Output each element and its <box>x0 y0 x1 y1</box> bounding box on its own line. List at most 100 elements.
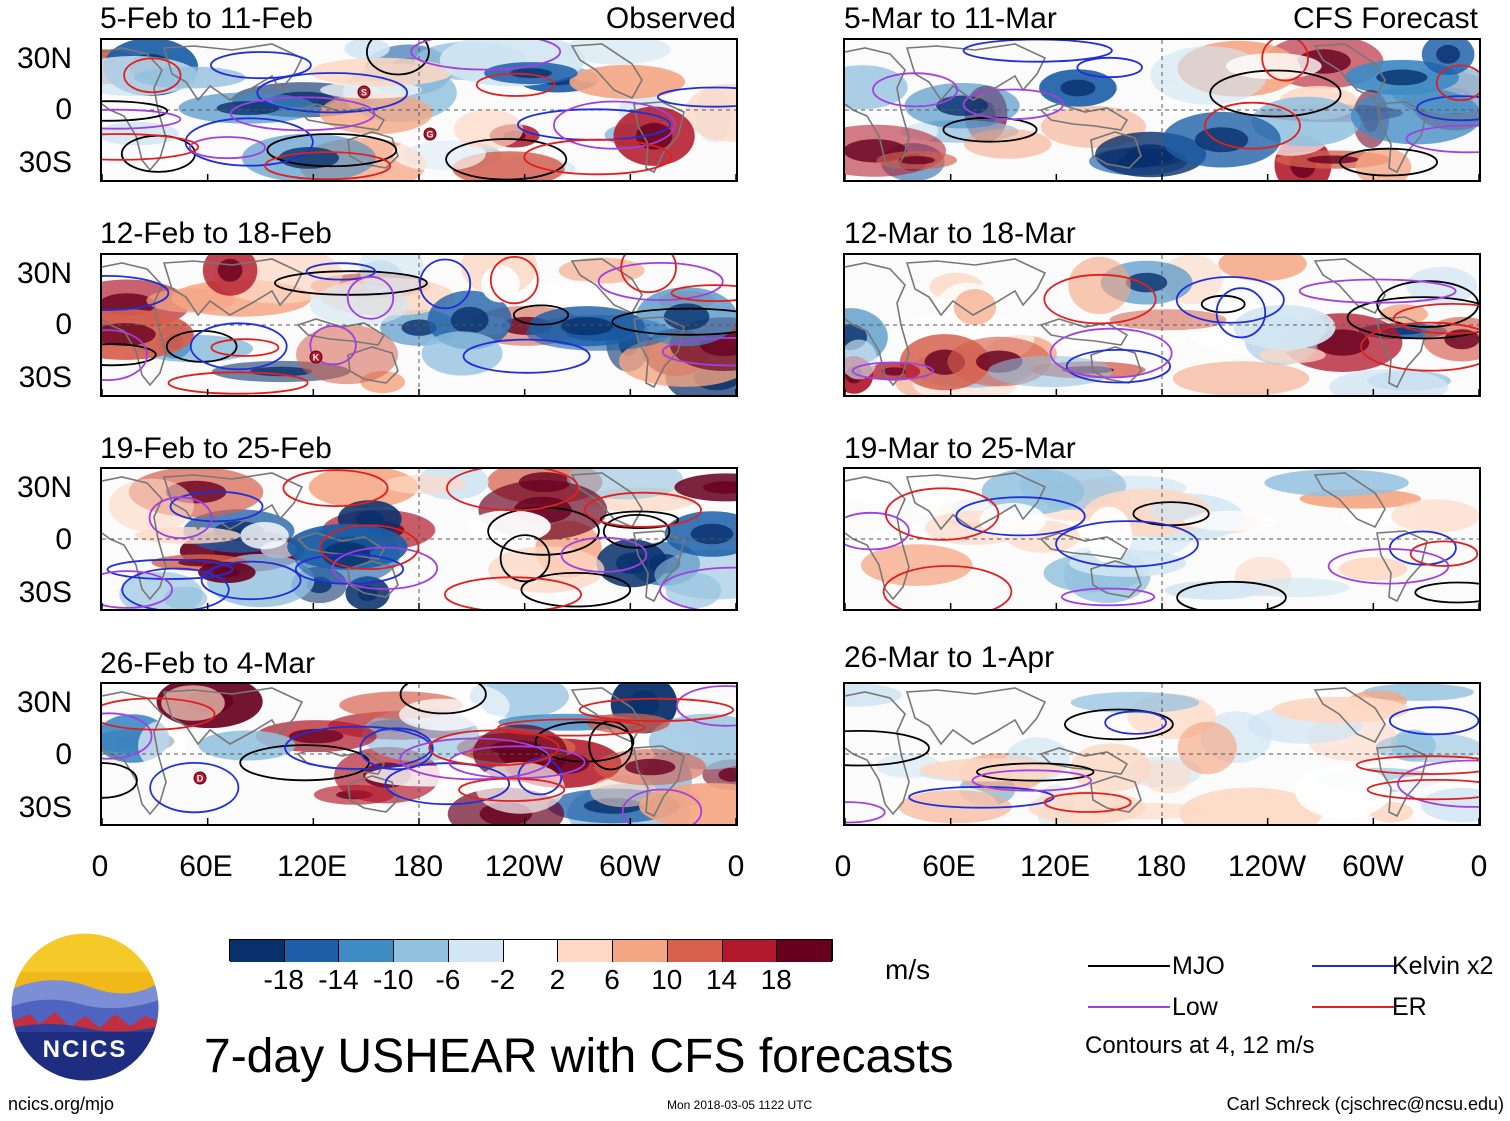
shear-anomaly-shading <box>1240 577 1350 598</box>
er-contour <box>882 565 1013 609</box>
low-contour <box>229 96 376 132</box>
coastline <box>1039 318 1129 346</box>
coastline <box>347 775 399 813</box>
storm-marker: G <box>423 127 437 141</box>
colorbar-swatch <box>777 940 832 962</box>
lon-label: 0 <box>1470 850 1488 883</box>
shear-anomaly-shading <box>964 129 1052 159</box>
map-canvas <box>845 255 1479 395</box>
colorbar-swatch <box>339 940 395 962</box>
footer-url[interactable]: ncics.org/mjo <box>8 1094 115 1114</box>
shear-anomaly-shading <box>1172 361 1310 395</box>
low-contour <box>1397 759 1479 808</box>
er-contour <box>1261 40 1309 82</box>
panel-title-right-4: 26-Mar to 1-Apr <box>844 641 1055 674</box>
storm-marker: D <box>193 771 207 785</box>
shear-anomaly-core <box>289 728 344 744</box>
storm-marker: S <box>357 85 371 99</box>
colorbar-tick-label: -18 <box>263 964 304 995</box>
main-title: 7-day USHEAR with CFS forecasts <box>204 1030 954 1083</box>
shear-anomaly-shading <box>685 83 736 142</box>
logo-text: NCICS <box>42 1036 128 1063</box>
coastline <box>905 258 1047 317</box>
map-panel-right-1 <box>843 38 1481 182</box>
low-contour <box>621 788 703 824</box>
er-contour <box>1366 779 1479 801</box>
shear-anomaly-shading <box>163 586 208 609</box>
panel-title-right-3: 19-Mar to 25-Mar <box>844 432 1076 465</box>
kelvin-contour <box>1416 95 1479 122</box>
contours-note: Contours at 4, 12 m/s <box>1085 1032 1315 1059</box>
low-contour <box>189 136 266 160</box>
legend-er-label: ER <box>1392 993 1427 1021</box>
legend-er-swatch <box>1312 1006 1394 1008</box>
storm-marker-letter: K <box>313 353 320 363</box>
low-contour <box>962 88 1064 121</box>
shear-anomaly-shading <box>1379 304 1428 325</box>
colorbar-tick-label: -6 <box>435 964 461 995</box>
er-contour <box>1392 303 1479 335</box>
shear-anomaly-shading <box>981 469 1085 515</box>
shear-anomaly-shading <box>1218 255 1307 281</box>
shear-anomaly-shading <box>308 469 418 508</box>
shear-anomaly-shading <box>1264 469 1409 497</box>
mjo-contour <box>1063 708 1174 741</box>
low-contour <box>1298 278 1457 304</box>
panel-title-right-2: 12-Mar to 18-Mar <box>844 217 1076 250</box>
shear-anomaly-shading <box>1272 696 1410 723</box>
colorbar-tick-label: 14 <box>705 964 738 995</box>
coastline <box>905 43 1047 102</box>
low-contour <box>346 275 395 320</box>
kelvin-contour <box>1388 706 1479 736</box>
mjo-contour <box>975 762 1095 782</box>
legend-kelvin-label: Kelvin x2 <box>1392 952 1494 980</box>
er-contour <box>1355 755 1479 775</box>
mjo-contour <box>1346 296 1479 340</box>
lat-label-30s: 30S <box>18 361 72 394</box>
mjo-contour <box>273 270 428 296</box>
shear-anomaly-shading <box>1143 759 1191 794</box>
shear-anomaly-shading <box>1258 346 1326 364</box>
mjo-contour <box>1176 580 1287 609</box>
er-contour <box>523 138 673 176</box>
map-canvas: D <box>102 684 736 824</box>
mjo-contour <box>499 534 551 583</box>
low-contour <box>1049 327 1173 379</box>
coastline <box>905 472 1047 531</box>
mjo-contour <box>1414 581 1479 604</box>
shear-anomaly-shading <box>1338 557 1408 581</box>
coastline <box>1039 532 1129 560</box>
low-contour <box>309 325 357 366</box>
lat-label-30n: 30N <box>16 42 72 75</box>
shear-anomaly-core <box>898 156 935 165</box>
shear-anomaly-shading <box>1164 580 1263 600</box>
coastline <box>1039 103 1129 131</box>
shear-anomaly-shading <box>987 355 1113 387</box>
low-contour <box>676 685 736 727</box>
coastline <box>633 530 685 603</box>
shear-anomaly-shading <box>319 92 433 135</box>
colorbar-tick-label: 6 <box>604 964 620 995</box>
er-contour <box>1360 321 1479 372</box>
low-contour <box>102 329 148 381</box>
kelvin-contour <box>169 490 264 523</box>
low-contour <box>661 337 736 367</box>
map-canvas <box>845 684 1479 824</box>
kelvin-contour <box>657 86 736 108</box>
storm-marker-letter: D <box>197 774 204 784</box>
shear-anomaly-core <box>629 690 659 718</box>
legend-mjo-label: MJO <box>1172 952 1225 980</box>
shear-anomaly-shading <box>639 783 736 824</box>
coastline <box>1313 258 1386 315</box>
coastline <box>162 687 304 746</box>
shear-anomaly-shading <box>309 57 453 87</box>
kelvin-contour <box>106 558 234 580</box>
shear-anomaly-shading <box>481 265 520 303</box>
shear-anomaly-shading <box>138 720 187 771</box>
shear-anomaly-core <box>560 317 613 336</box>
er-contour <box>1204 101 1301 150</box>
mjo-contour <box>366 40 430 76</box>
panel-title-left-2: 12-Feb to 18-Feb <box>100 217 332 250</box>
coastline <box>1376 101 1428 174</box>
